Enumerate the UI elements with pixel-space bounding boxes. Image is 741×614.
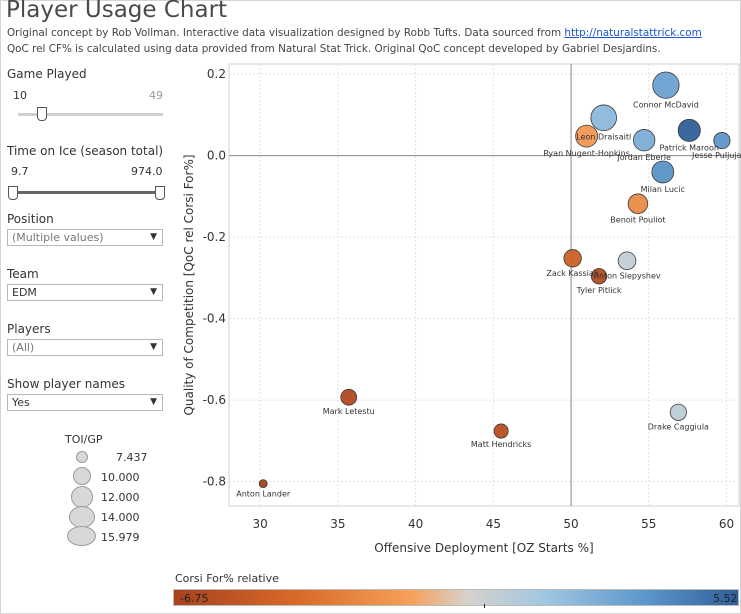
x-axis-title: Offensive Deployment [OZ Starts %]	[374, 541, 593, 555]
data-point[interactable]	[493, 423, 509, 439]
players-value: (All)	[12, 341, 35, 354]
point-label: Tyler Pitlick	[576, 286, 622, 295]
players-label: Players	[7, 322, 51, 336]
point-label: Connor McDavid	[633, 100, 699, 109]
data-source-link[interactable]: http://naturalstattrick.com	[564, 27, 702, 39]
point-label: Drake Caggiula	[648, 422, 709, 431]
data-point[interactable]	[258, 479, 268, 488]
data-point[interactable]	[563, 249, 582, 268]
credits-line-2: QoC rel CF% is calculated using data pro…	[7, 43, 661, 55]
point-label: Milan Lucic	[641, 185, 685, 194]
team-dropdown[interactable]: EDM ▼	[7, 284, 163, 301]
toi-label: Time on Ice (season total)	[7, 144, 164, 158]
x-tick-label: 35	[330, 517, 345, 531]
data-point[interactable]	[590, 268, 608, 285]
size-legend-value: 7.437	[116, 451, 148, 464]
x-tick-label: 55	[641, 517, 656, 531]
toi-min: 9.7	[11, 165, 29, 178]
data-point[interactable]	[627, 193, 649, 214]
size-legend-value: 15.979	[101, 531, 140, 544]
y-axis-title: Quality of Competition [QoC rel Corsi Fo…	[182, 154, 196, 415]
point-label: Mark Letestu	[323, 407, 375, 416]
data-point[interactable]	[669, 403, 687, 421]
point-label: Zack Kassian	[546, 269, 599, 278]
games-played-track[interactable]	[18, 113, 163, 116]
size-legend-swatch	[67, 526, 96, 546]
data-point[interactable]	[340, 388, 358, 406]
size-legend-value: 10.000	[101, 471, 140, 484]
y-tick-label: -0.2	[203, 230, 226, 244]
y-tick-label: -0.6	[203, 393, 226, 407]
size-legend-value: 12.000	[101, 491, 140, 504]
color-legend-max: 5.52	[713, 592, 738, 605]
data-point[interactable]	[652, 71, 680, 99]
x-tick-label: 50	[563, 517, 578, 531]
games-played-label: Game Played	[7, 67, 87, 81]
size-legend-title: TOI/GP	[65, 433, 103, 446]
chevron-down-icon: ▼	[150, 287, 157, 297]
point-label: Matt Hendricks	[471, 440, 531, 449]
team-value: EDM	[12, 286, 37, 299]
data-point[interactable]	[617, 251, 637, 271]
y-tick-label: -0.4	[203, 312, 226, 326]
position-value: (Multiple values)	[12, 231, 104, 244]
toi-min-handle[interactable]	[8, 186, 18, 200]
toi-track[interactable]	[11, 191, 161, 194]
x-tick-label: 30	[252, 517, 267, 531]
games-played-min: 10	[13, 89, 27, 102]
point-label: Benoit Pouliot	[610, 216, 665, 225]
data-point[interactable]	[713, 132, 731, 150]
size-legend-value: 14.000	[101, 511, 140, 524]
data-point[interactable]	[575, 124, 599, 148]
data-point[interactable]	[677, 118, 701, 142]
point-label: Ryan Nugent-Hopkins	[543, 149, 630, 158]
toi-max: 974.0	[131, 165, 163, 178]
point-label: Leon Draisaitl	[576, 133, 631, 142]
point-label: Jesse Puljujarvi	[691, 151, 741, 160]
credits-line-1: Original concept by Rob Vollman. Interac…	[7, 27, 702, 39]
data-point[interactable]	[633, 129, 656, 152]
chevron-down-icon: ▼	[150, 232, 157, 242]
toi-max-handle[interactable]	[155, 186, 165, 200]
size-legend-swatch	[76, 451, 88, 463]
show-names-value: Yes	[12, 396, 30, 409]
y-tick-label: 0.2	[207, 67, 226, 81]
point-label: Patrick Maroon	[660, 143, 719, 152]
color-legend-bar	[173, 589, 739, 606]
show-names-dropdown[interactable]: Yes ▼	[7, 394, 163, 411]
color-legend-min: -6.75	[180, 592, 209, 605]
data-point[interactable]	[590, 104, 617, 132]
chevron-down-icon: ▼	[150, 397, 157, 407]
credits-text: Original concept by Rob Vollman. Interac…	[7, 27, 565, 39]
position-label: Position	[7, 212, 54, 226]
data-point[interactable]	[651, 160, 675, 184]
chevron-down-icon: ▼	[150, 342, 157, 352]
x-tick-label: 60	[719, 517, 734, 531]
y-tick-label: -0.8	[203, 475, 226, 489]
color-legend-title: Corsi For% relative	[175, 572, 279, 585]
point-label: Anton Slepyshev	[593, 272, 660, 281]
page-title: Player Usage Chart	[6, 0, 228, 23]
x-tick-label: 45	[486, 517, 501, 531]
point-label: Jordan Eberle	[616, 153, 671, 162]
players-dropdown[interactable]: (All) ▼	[7, 339, 163, 356]
point-label: Anton Lander	[236, 490, 291, 499]
y-tick-label: 0.0	[207, 149, 226, 163]
games-played-max: 49	[149, 89, 163, 102]
games-played-min-handle[interactable]	[37, 107, 47, 121]
show-names-label: Show player names	[7, 377, 126, 391]
team-label: Team	[7, 267, 39, 281]
position-dropdown[interactable]: (Multiple values) ▼	[7, 229, 163, 246]
x-tick-label: 40	[408, 517, 423, 531]
size-legend-swatch	[73, 467, 91, 485]
color-legend-zero-tick	[484, 604, 485, 608]
plot-area	[228, 63, 740, 507]
